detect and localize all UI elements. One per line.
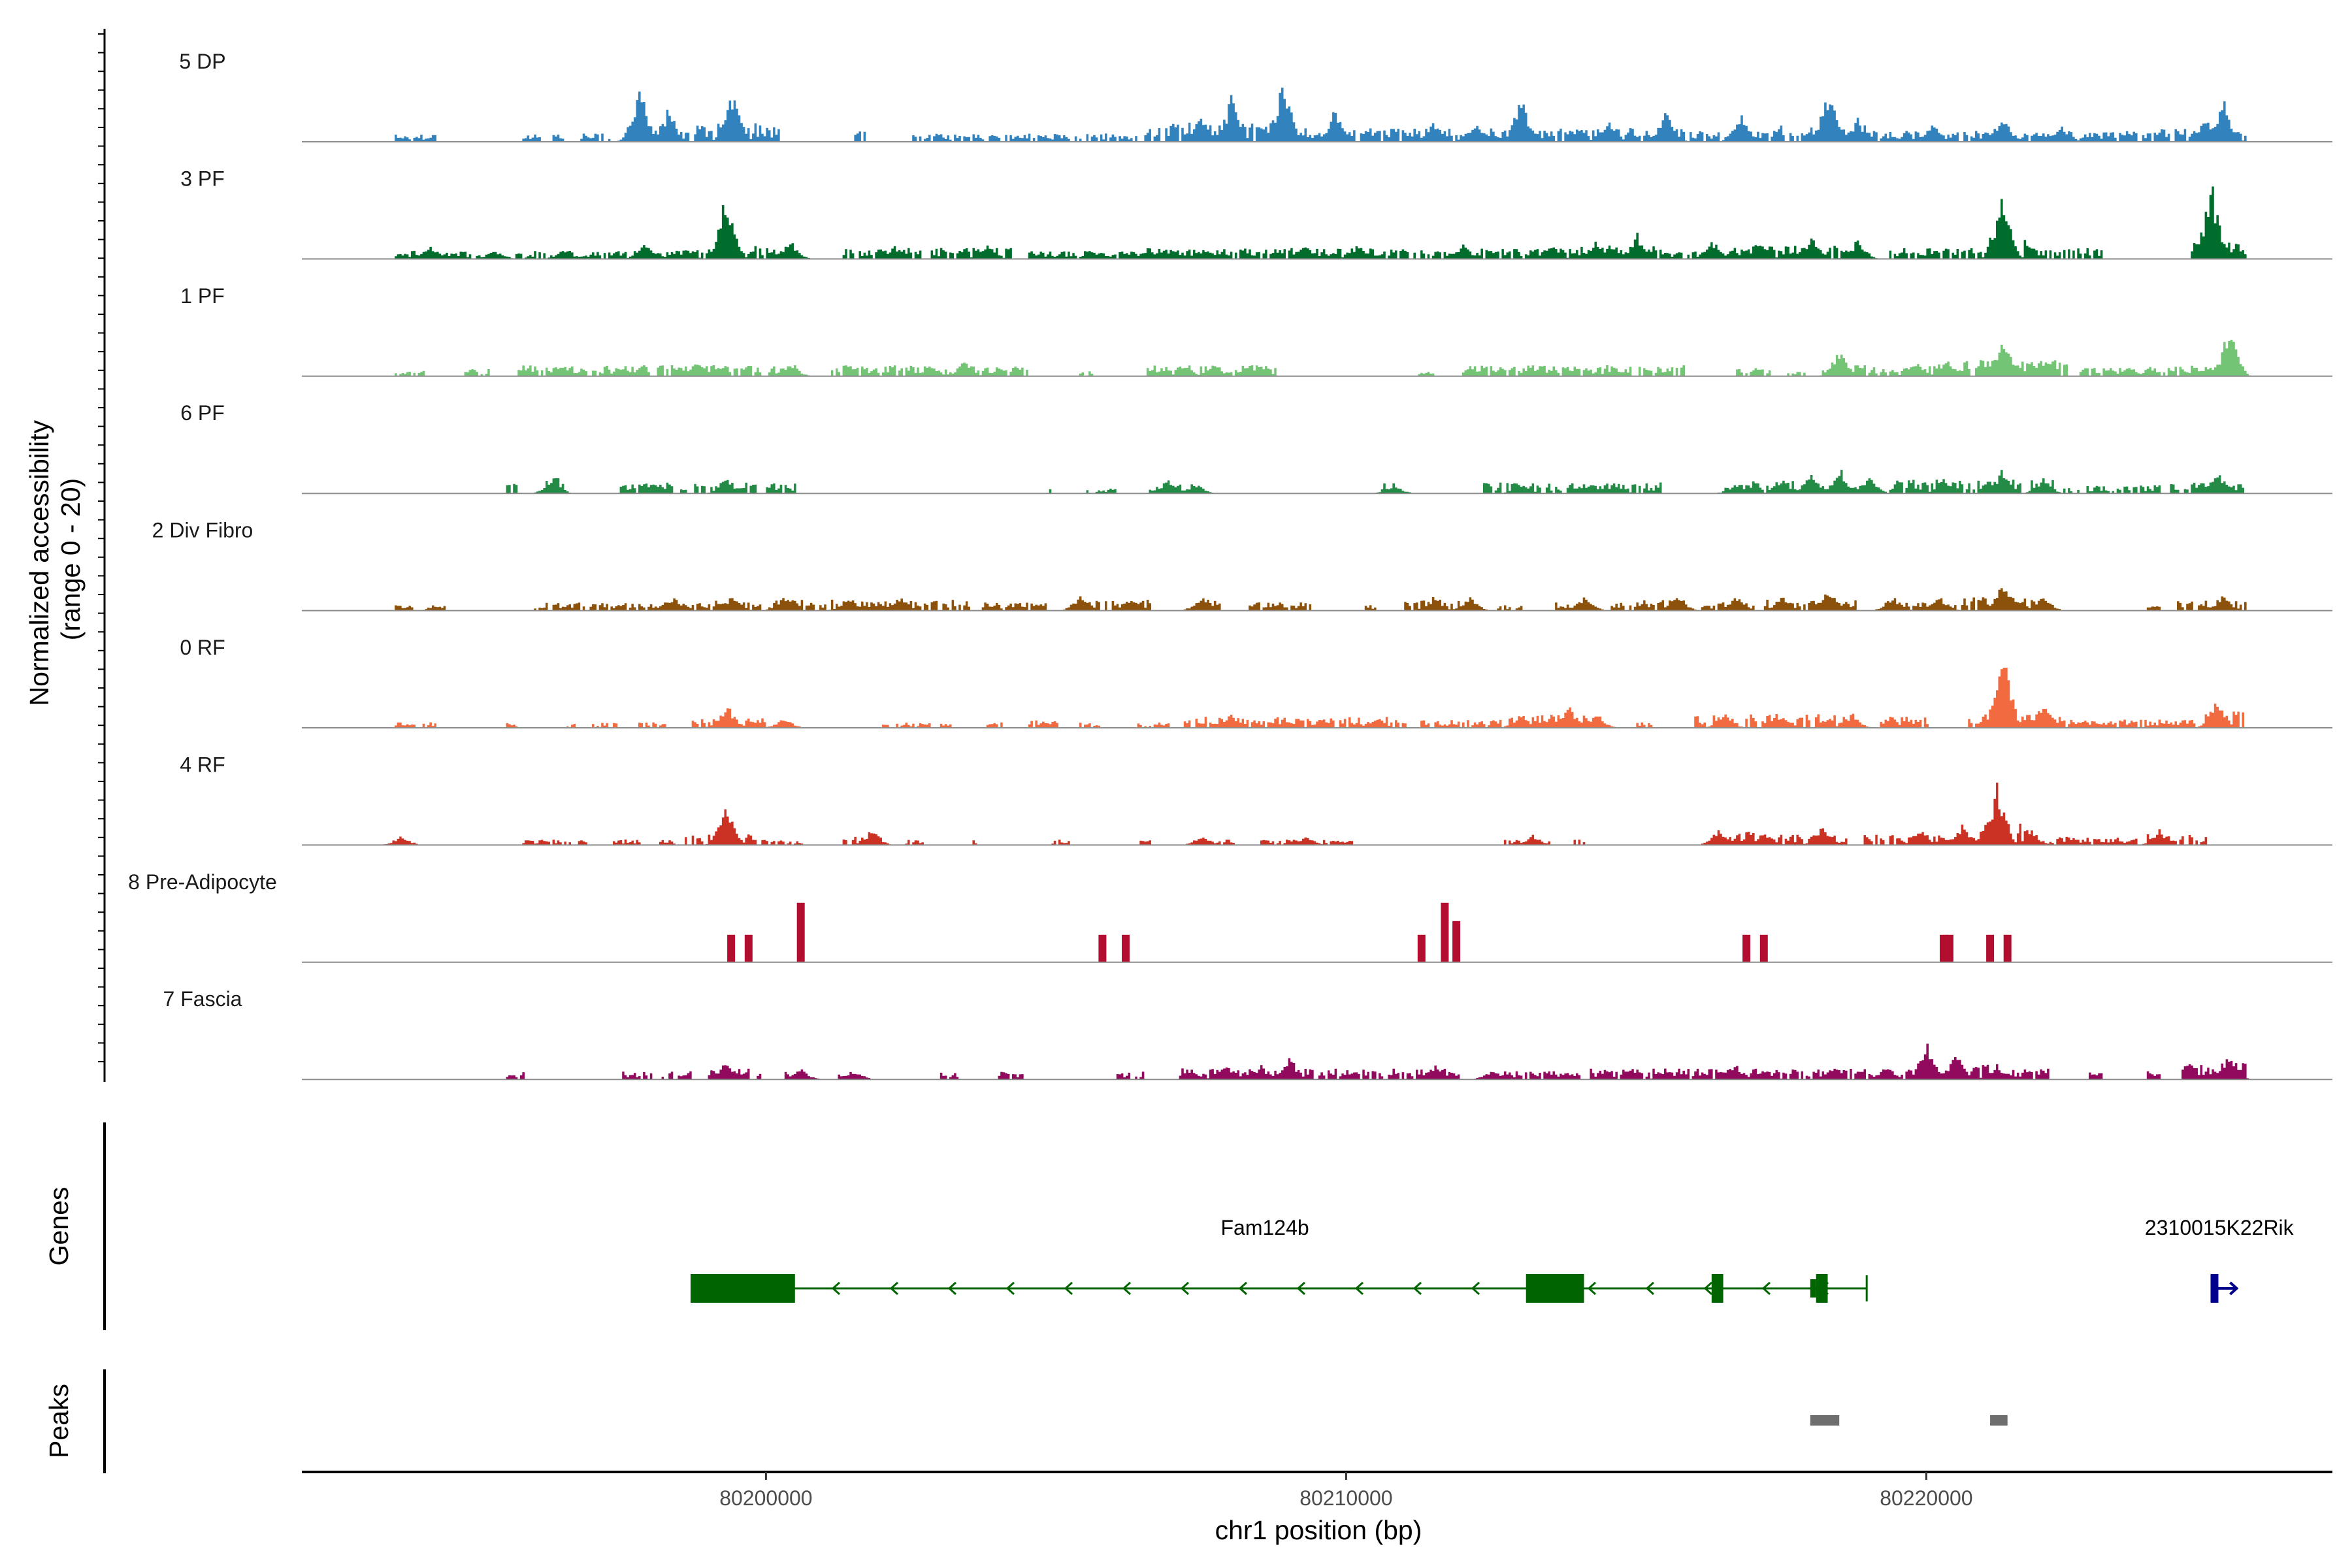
x-tick-label: 80210000: [1299, 1486, 1392, 1510]
y-axis: [98, 29, 106, 1082]
gene-2310015k22rik: 2310015K22Rik: [2145, 1216, 2295, 1303]
track-0-rf: 0 RF: [180, 636, 2332, 728]
y-axis-title-line1: Normalized accessibility: [24, 419, 54, 706]
coverage-bar: [1122, 934, 1130, 962]
track-4-rf: 4 RF: [180, 753, 2332, 846]
strand-arrow: [1761, 1281, 1771, 1296]
gene-utr: [1810, 1279, 1816, 1298]
coverage-bar: [2003, 934, 2012, 962]
track-label: 6 PF: [180, 401, 225, 425]
strand-arrow: [1064, 1281, 1073, 1296]
coverage-bar: [1441, 902, 1449, 962]
strand-arrow: [1122, 1281, 1132, 1296]
strand-arrow: [831, 1281, 841, 1296]
peak-region: [1810, 1415, 1840, 1426]
y-axis-title-line2: (range 0 - 20): [56, 478, 86, 640]
strand-arrow: [1296, 1281, 1306, 1296]
track-8-pre-adipocyte: 8 Pre-Adipocyte: [128, 870, 2332, 963]
peaks-panel-label: Peaks: [44, 1384, 74, 1458]
track-label: 7 Fascia: [163, 987, 242, 1011]
track-label: 4 RF: [180, 753, 225, 776]
genes-panel-label: Genes: [44, 1187, 74, 1266]
strand-arrow: [1354, 1281, 1364, 1296]
strand-arrow: [1471, 1281, 1480, 1296]
track-6-pf: 6 PF: [180, 401, 2332, 495]
track-label: 2 Div Fibro: [152, 519, 253, 542]
strand-arrow: [947, 1281, 957, 1296]
strand-arrow: [1005, 1281, 1015, 1296]
strand-arrow: [1703, 1281, 1713, 1296]
coverage-area: [506, 470, 2244, 494]
gene-exon: [691, 1274, 795, 1303]
coverage-area: [395, 668, 2244, 728]
peak-track: [1810, 1415, 2008, 1426]
x-tick-label: 80220000: [1880, 1486, 1972, 1510]
gene-label: Fam124b: [1221, 1216, 1309, 1239]
track-label: 5 DP: [179, 50, 225, 73]
x-axis: 80200000 80210000 80220000: [302, 1471, 2332, 1510]
track-2-div-fibro: 2 Div Fibro: [152, 519, 2332, 612]
track-7-fascia: 7 Fascia: [163, 987, 2332, 1081]
peak-region: [1990, 1415, 2008, 1426]
y-axis-title: Normalized accessibility (range 0 - 20): [24, 413, 86, 706]
coverage-bar: [1098, 934, 1107, 962]
coverage-bar: [1945, 934, 1953, 962]
coverage-bar: [727, 934, 736, 962]
track-label: 1 PF: [180, 284, 225, 308]
strand-arrow: [1413, 1281, 1422, 1296]
coverage-area: [506, 1043, 2249, 1080]
coverage-area: [395, 88, 2247, 142]
gene-annotation-track: Fam124b 2310015K22Rik: [691, 1216, 2295, 1303]
coverage-area: [395, 588, 2247, 611]
strand-arrow: [1238, 1281, 1248, 1296]
coverage-bar: [796, 902, 805, 962]
coverage-tracks: 5 DP 3 PF 1 PF 6 PF 2 Div Fibro 0 RF 4 RF 8 Pre…: [128, 50, 2332, 1081]
coverage-bar: [1759, 934, 1768, 962]
coverage-bar: [1986, 934, 1995, 962]
gene-exon: [1816, 1274, 1828, 1303]
gene-fam124b: Fam124b: [691, 1216, 1868, 1303]
track-1-pf: 1 PF: [180, 284, 2332, 377]
strand-arrow: [889, 1281, 899, 1296]
track-label: 0 RF: [180, 636, 225, 659]
gene-label: 2310015K22Rik: [2145, 1216, 2295, 1239]
x-axis-title: chr1 position (bp): [1215, 1515, 1422, 1545]
coverage-bar: [744, 934, 753, 962]
track-3-pf: 3 PF: [180, 167, 2332, 260]
coverage-area: [383, 782, 2208, 845]
track-5-dp: 5 DP: [179, 50, 2332, 142]
gene-exon: [2210, 1274, 2219, 1303]
coverage-bar: [1417, 934, 1426, 962]
track-label: 3 PF: [180, 167, 225, 190]
x-tick-label: 80200000: [719, 1486, 812, 1510]
coverage-bar: [1452, 921, 1461, 962]
strand-arrow: [1587, 1281, 1597, 1296]
coverage-bar: [1742, 934, 1751, 962]
strand-arrow: [1180, 1281, 1190, 1296]
coverage-area: [395, 186, 2247, 259]
gene-exon: [1711, 1274, 1723, 1303]
gene-exon: [1526, 1274, 1584, 1303]
track-label: 8 Pre-Adipocyte: [128, 870, 277, 894]
coverage-area: [395, 340, 2251, 376]
strand-arrow: [1645, 1281, 1655, 1296]
